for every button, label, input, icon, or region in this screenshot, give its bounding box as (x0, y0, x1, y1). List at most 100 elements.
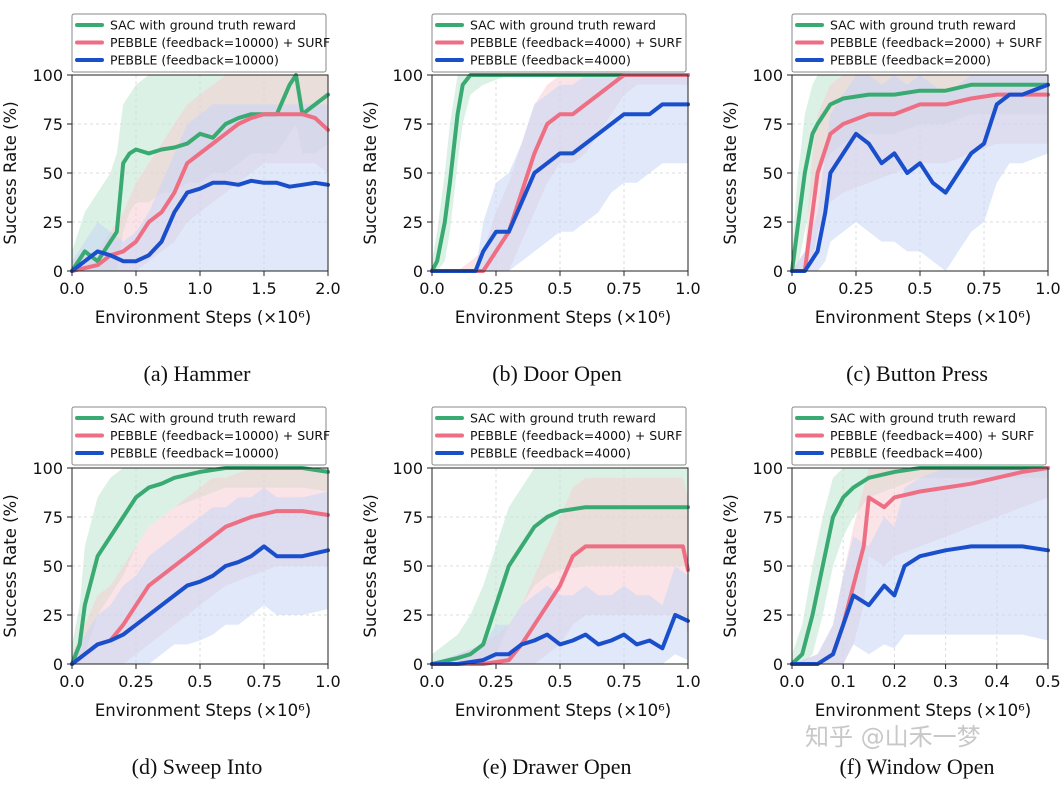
legend-box (791, 13, 1047, 73)
y-tick-label: 25 (763, 606, 783, 625)
x-tick-label: 1.0 (675, 672, 700, 691)
x-axis-label: Environment Steps (×10⁶) (95, 701, 311, 720)
x-tick-label: 0.1 (830, 672, 855, 691)
series-line-surf (70, 112, 330, 273)
x-tick-label: 0.5 (547, 672, 572, 691)
y-axis-label: Success Rate (%) (1, 494, 20, 637)
legend-label-surf: PEBBLE (feedback=10000) + SURF (110, 428, 330, 443)
legend-label-pebble: PEBBLE (feedback=10000) (110, 446, 279, 461)
legend-label-pebble: PEBBLE (feedback=400) (830, 446, 983, 461)
series-line-sac (430, 505, 690, 666)
legend-box (71, 13, 327, 73)
legend-label-sac: SAC with ground truth reward (110, 411, 296, 426)
legend-box (791, 406, 1047, 466)
x-tick-label: 0.0 (59, 672, 84, 691)
x-tick-label: 0.5 (123, 279, 148, 298)
y-tick-label: 50 (403, 557, 423, 576)
legend-label-surf: PEBBLE (feedback=4000) + SURF (470, 35, 682, 50)
y-tick-label: 25 (403, 606, 423, 625)
y-tick-label: 50 (763, 557, 783, 576)
y-tick-label: 0 (773, 262, 783, 281)
x-tick-label: 0.75 (606, 279, 642, 298)
x-tick-label: 1.5 (251, 279, 276, 298)
y-tick-label: 0 (53, 655, 63, 674)
y-tick-label: 75 (403, 508, 423, 527)
y-axis-label: Success Rate (%) (721, 494, 740, 637)
x-tick-label: 0.0 (419, 279, 444, 298)
series-line-surf (790, 92, 1050, 273)
x-axis-label: Environment Steps (×10⁶) (95, 308, 311, 327)
legend-label-pebble: PEBBLE (feedback=10000) (110, 53, 279, 68)
series-line-surf (430, 73, 690, 273)
y-tick-label: 50 (43, 557, 63, 576)
x-tick-label: 0.3 (933, 672, 958, 691)
y-tick-label: 25 (43, 213, 63, 232)
legend-label-sac: SAC with ground truth reward (470, 18, 656, 33)
y-tick-label: 50 (403, 164, 423, 183)
legend-label-surf: PEBBLE (feedback=10000) + SURF (110, 35, 330, 50)
confidence-band-pebble (792, 75, 1048, 271)
panel-caption: (f) Window Open (839, 754, 994, 779)
chart-panel-6: 0.0 0.1 0.2 0.3 0.4 0.5 0 25 50 75 100 Environment … (721, 406, 1061, 779)
panel-caption: (c) Button Press (846, 361, 988, 386)
legend-label-pebble: PEBBLE (feedback=4000) (470, 53, 631, 68)
series-line-pebble (70, 544, 330, 666)
x-tick-label: 0.5 (1035, 672, 1060, 691)
series-line-sac (70, 73, 330, 273)
confidence-band-pebble (792, 468, 1048, 664)
chart-panel-1: 0.0 0.5 1.0 1.5 2.0 0 25 50 75 100 Environment Ste… (1, 13, 341, 386)
y-tick-label: 0 (53, 262, 63, 281)
y-tick-label: 100 (392, 66, 423, 85)
series-line-surf (430, 544, 690, 666)
x-tick-label: 0.5 (187, 672, 212, 691)
x-tick-label: 0.25 (118, 672, 154, 691)
x-tick-label: 0.5 (547, 279, 572, 298)
y-tick-label: 75 (43, 115, 63, 134)
confidence-band-surf (432, 477, 688, 664)
series-line-pebble (790, 82, 1050, 273)
chart-panel-4: 0.0 0.25 0.5 0.75 1.0 0 25 50 75 100 Environment S… (1, 406, 341, 779)
panel-caption: (d) Sweep Into (132, 754, 263, 779)
y-tick-label: 100 (752, 66, 783, 85)
y-tick-label: 75 (763, 508, 783, 527)
y-tick-label: 100 (752, 459, 783, 478)
y-tick-label: 25 (763, 213, 783, 232)
panel-caption: (e) Drawer Open (482, 754, 631, 779)
watermark: 知乎 @山禾一梦 (805, 723, 981, 751)
y-tick-label: 75 (403, 115, 423, 134)
y-tick-label: 100 (32, 66, 63, 85)
legend-label-surf: PEBBLE (feedback=2000) + SURF (830, 35, 1042, 50)
legend-box (431, 13, 687, 73)
legend-label-sac: SAC with ground truth reward (470, 411, 656, 426)
y-axis-label: Success Rate (%) (361, 494, 380, 637)
x-axis-label: Environment Steps (×10⁶) (815, 701, 1031, 720)
confidence-band-sac (432, 75, 688, 271)
y-tick-label: 75 (43, 508, 63, 527)
legend-label-sac: SAC with ground truth reward (110, 18, 296, 33)
legend-label-surf: PEBBLE (feedback=400) + SURF (830, 428, 1034, 443)
series-line-pebble (430, 102, 690, 273)
x-axis-label: Environment Steps (×10⁶) (455, 308, 671, 327)
panel-caption: (a) Hammer (144, 361, 252, 386)
y-tick-label: 0 (773, 655, 783, 674)
y-tick-label: 25 (403, 213, 423, 232)
chart-panel-5: 0.0 0.25 0.5 0.75 1.0 0 25 50 75 100 Environment S… (361, 406, 701, 779)
legend-label-surf: PEBBLE (feedback=4000) + SURF (470, 428, 682, 443)
series-line-sac (790, 82, 1050, 273)
x-tick-label: 0.2 (882, 672, 907, 691)
legend-label-pebble: PEBBLE (feedback=4000) (470, 446, 631, 461)
chart-panel-2: 0.0 0.25 0.5 0.75 1.0 0 25 50 75 100 Environment S… (361, 13, 701, 386)
x-tick-label: 0.0 (419, 672, 444, 691)
x-tick-label: 1.0 (187, 279, 212, 298)
legend-box (71, 406, 327, 466)
x-tick-label: 0.25 (478, 672, 514, 691)
panel-caption: (b) Door Open (492, 361, 622, 386)
series-line-pebble (790, 544, 1050, 666)
x-axis-label: Environment Steps (×10⁶) (455, 701, 671, 720)
confidence-band-pebble (72, 487, 328, 664)
x-tick-label: 0.25 (838, 279, 874, 298)
series-line-pebble (70, 178, 330, 273)
x-tick-label: 0.25 (478, 279, 514, 298)
confidence-band-pebble (432, 75, 688, 271)
